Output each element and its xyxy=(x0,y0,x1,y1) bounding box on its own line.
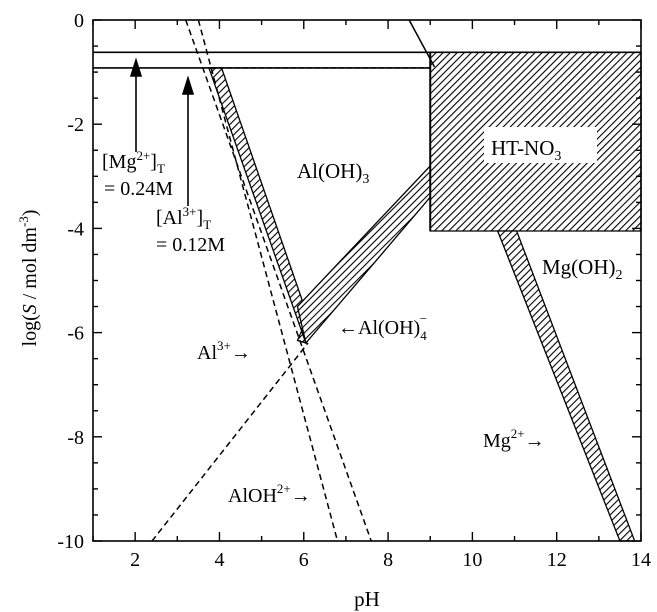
y-axis-label: log(S / mol dm-3) xyxy=(16,210,41,347)
y-axis-label-part-5: ) xyxy=(19,210,41,217)
y-axis-label-part-1: log( xyxy=(19,314,41,347)
aloh2-main: AlOH xyxy=(228,485,277,507)
al-total-sub: T xyxy=(203,217,211,232)
hatched-regions xyxy=(209,52,641,541)
x-tick-label: 2 xyxy=(130,549,140,571)
curve-al-oh-4 xyxy=(152,343,308,541)
region-al-oh-3-boundary-left xyxy=(209,68,308,343)
aloh2-arrow: → xyxy=(291,485,311,507)
mg-total-pre: [Mg xyxy=(102,151,136,173)
y-tick-label: -6 xyxy=(67,323,84,345)
al-total-sup: 3+ xyxy=(183,204,197,219)
al3-label: Al3+→ xyxy=(197,338,251,364)
ht-no3-label-main: HT-NO xyxy=(491,136,554,160)
ht-no3-label-sub: 3 xyxy=(554,149,561,164)
x-tick-label: 12 xyxy=(547,549,567,571)
al3-arrow: → xyxy=(231,342,251,364)
mg2-label: Mg2+→ xyxy=(483,426,545,452)
al-total-pre: [Al xyxy=(156,207,183,229)
aloh4-arrow: ← xyxy=(338,317,358,339)
y-tick-label: 0 xyxy=(74,10,84,32)
mg-total-sub: T xyxy=(157,161,165,176)
x-axis-label: pH xyxy=(354,587,380,611)
y-tick-label: -2 xyxy=(67,114,84,136)
aloh4-sub: 4 xyxy=(420,328,427,343)
mg-total-sup: 2+ xyxy=(136,148,150,163)
y-tick-label: -8 xyxy=(67,427,84,449)
aloh3-main: Al(OH) xyxy=(297,159,362,183)
mg2-main: Mg xyxy=(483,430,511,452)
aloh3-sub: 3 xyxy=(362,172,369,187)
ht-no3-label: HT-NO3 xyxy=(491,136,561,164)
y-tick-label: -4 xyxy=(67,218,84,240)
al-total-label: [Al3+]T xyxy=(156,204,211,232)
al-total-value: = 0.12M xyxy=(156,234,225,256)
mgoh2-sub: 2 xyxy=(616,268,623,283)
mg2-arrow: → xyxy=(525,430,545,452)
mg2-sup: 2+ xyxy=(511,426,525,441)
al-total-post: ] xyxy=(197,207,204,229)
y-tick-label: -10 xyxy=(57,531,84,553)
mg-total-label: [Mg2+]T xyxy=(102,148,165,176)
aloh2-sup: 2+ xyxy=(277,481,291,496)
aloh3-label: Al(OH)3 xyxy=(297,159,369,187)
mg-total-value: = 0.24M xyxy=(104,178,173,200)
aloh2-label: AlOH2+→ xyxy=(228,481,311,507)
x-tick-label: 8 xyxy=(383,549,393,571)
curve-aloh2 xyxy=(198,20,337,541)
aloh4-sup: − xyxy=(420,311,427,326)
mg-total-post: ] xyxy=(150,151,157,173)
y-axis-label-part-4: -3 xyxy=(16,216,31,227)
aloh4-label: ←Al(OH)4 − xyxy=(338,311,427,343)
al3-main: Al xyxy=(197,342,217,364)
x-tick-label: 4 xyxy=(214,549,224,571)
aloh4-main: Al(OH) xyxy=(358,317,420,339)
x-tick-label: 10 xyxy=(462,549,482,571)
y-axis-label-part-3: / mol dm xyxy=(19,227,41,305)
x-tick-label: 14 xyxy=(631,549,651,571)
mgoh2-main: Mg(OH) xyxy=(542,255,616,279)
mgoh2-label: Mg(OH)2 xyxy=(542,255,623,283)
al3-sup: 3+ xyxy=(217,338,231,353)
x-tick-label: 6 xyxy=(299,549,309,571)
y-axis-label-part-2: S xyxy=(19,304,41,314)
